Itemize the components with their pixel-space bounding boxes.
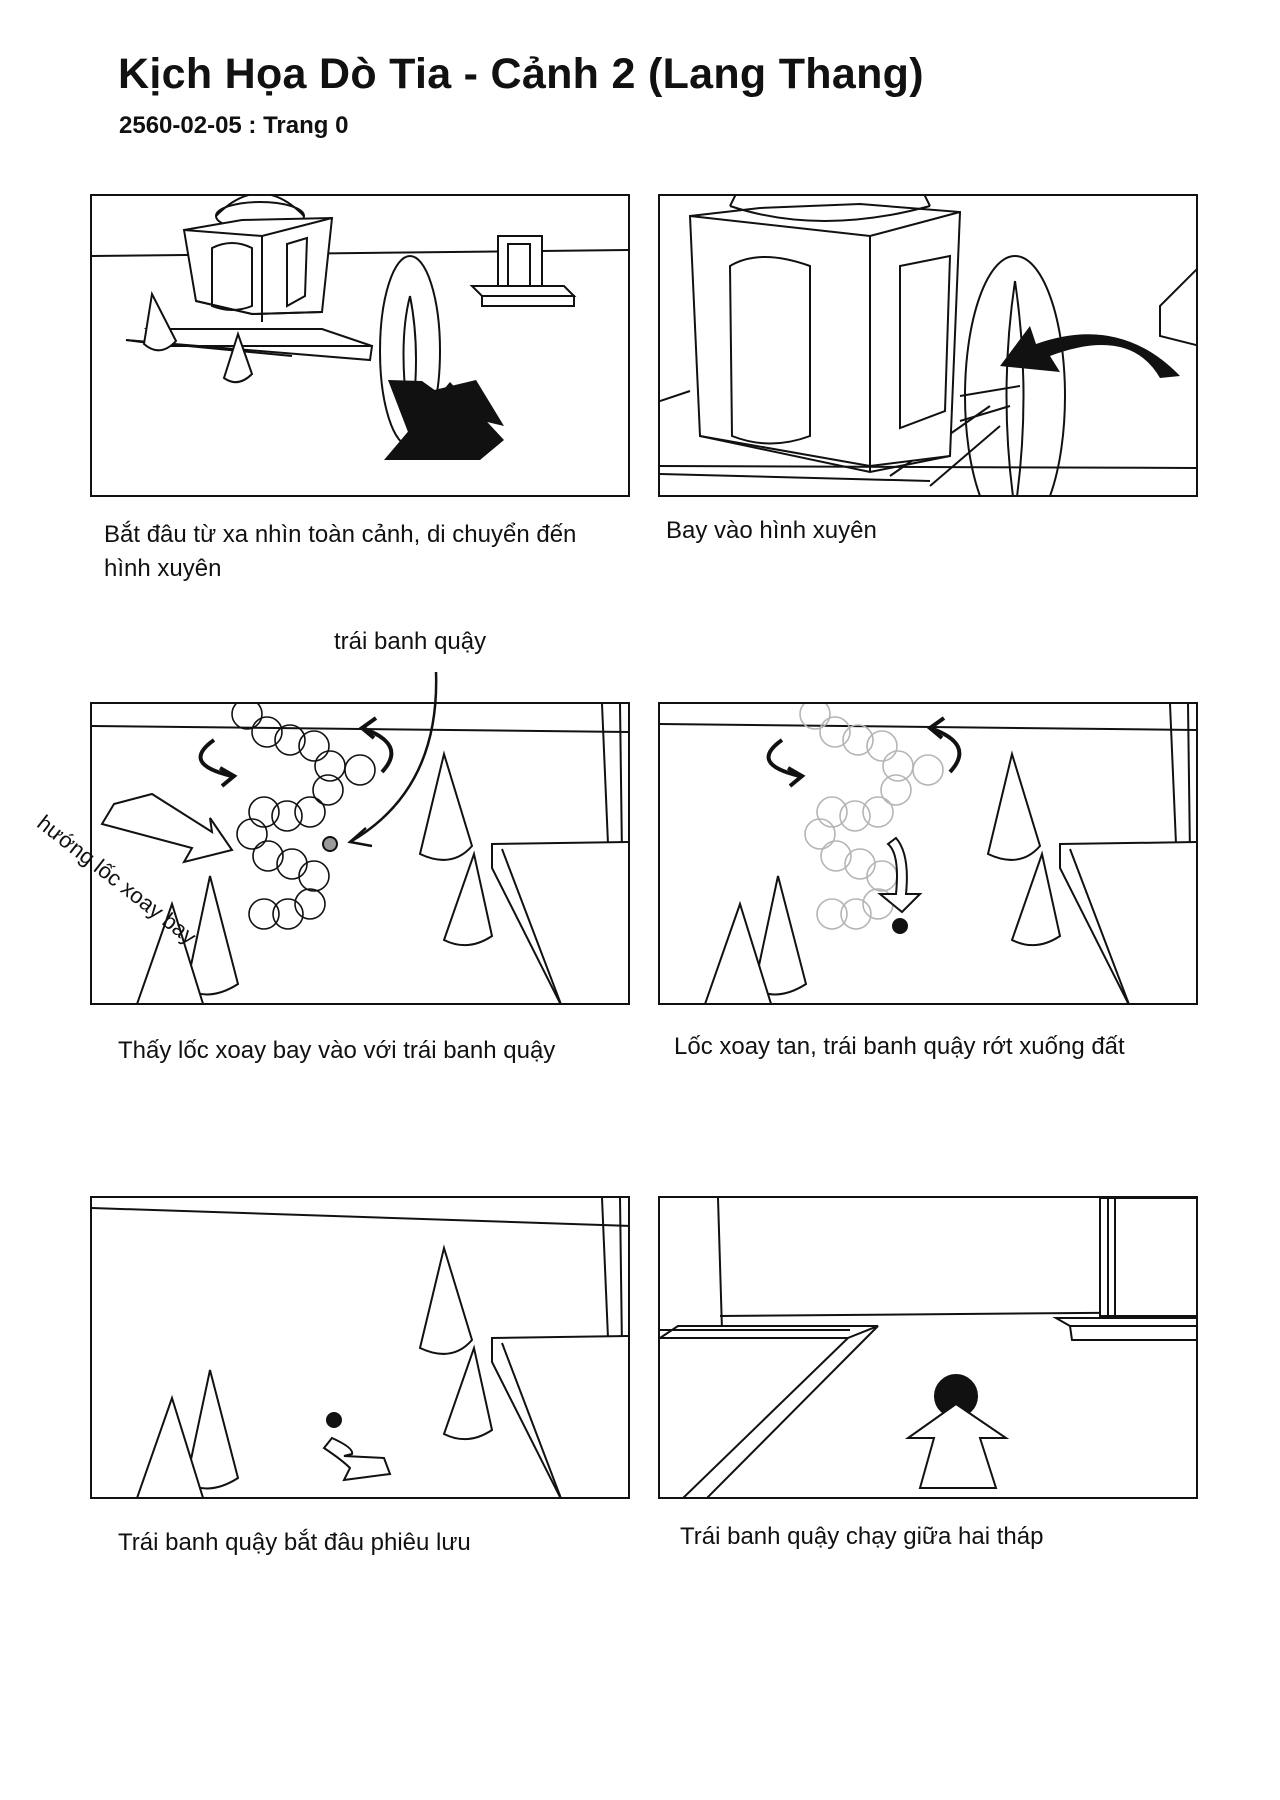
panel-5-caption: Trái banh quậy bắt đâu phiêu lưu xyxy=(118,1529,471,1556)
storyboard-panel-6 xyxy=(658,1196,1198,1499)
storyboard-panel-4 xyxy=(658,702,1198,1005)
ball-icon xyxy=(326,1412,342,1428)
page-subtitle: 2560-02-05 : Trang 0 xyxy=(119,112,349,139)
panel-1-caption: Bắt đâu từ xa nhìn toàn cảnh, di chuyển … xyxy=(104,521,577,582)
panel-2-caption: Bay vào hình xuyên xyxy=(666,517,877,544)
storyboard-panel-2 xyxy=(658,194,1198,497)
panel-4-caption: Lốc xoay tan, trái banh quậy rớt xuống đ… xyxy=(674,1033,1125,1060)
panel-3-sketch xyxy=(92,704,628,1003)
ball-icon xyxy=(322,836,338,852)
panel-6-sketch xyxy=(660,1198,1196,1497)
storyboard-panel-5 xyxy=(90,1196,630,1499)
down-arrow-icon xyxy=(877,836,923,914)
camera-move-arrow-icon xyxy=(100,792,234,864)
camera-move-arrow-icon xyxy=(904,1402,1010,1489)
curved-arrow-icon xyxy=(322,1436,392,1482)
curved-arrow-icon xyxy=(1000,326,1180,378)
storyboard-panel-3 xyxy=(90,702,630,1005)
panel-5-sketch xyxy=(92,1198,628,1497)
panel-4-sketch xyxy=(660,704,1196,1003)
panel-1-sketch xyxy=(92,196,628,460)
panel-2-sketch xyxy=(660,196,1196,495)
panel-3-caption: Thấy lốc xoay bay vào với trái banh quậy xyxy=(118,1037,556,1064)
faded-tornado-circles xyxy=(799,704,944,930)
ball-label: trái banh quậy xyxy=(334,628,487,655)
storyboard-panel-1 xyxy=(90,194,630,497)
panel-6-caption: Trái banh quậy chạy giữa hai tháp xyxy=(680,1523,1044,1550)
page-title: Kịch Họa Dò Tia - Cảnh 2 (Lang Thang) xyxy=(118,50,924,98)
ball-icon xyxy=(892,918,908,934)
swirl-arrow-icon xyxy=(198,738,233,778)
tornado-ring-circles xyxy=(231,704,376,930)
